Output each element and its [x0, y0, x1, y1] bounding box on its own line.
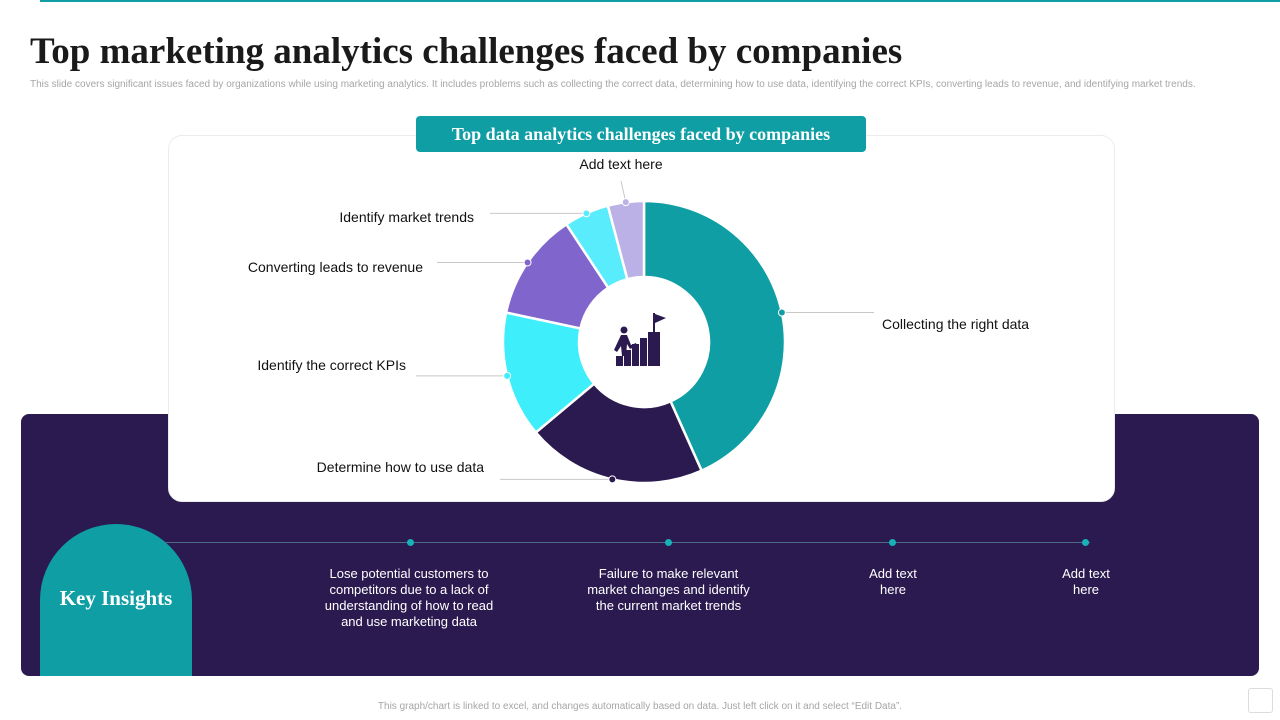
slice-label-4: Converting leads to revenue	[248, 259, 423, 275]
page-title: Top marketing analytics challenges faced…	[30, 31, 903, 72]
insight-text-4: Add text here	[1062, 566, 1110, 597]
slice-marker-3	[503, 371, 512, 380]
footer-note: This graph/chart is linked to excel, and…	[377, 701, 903, 712]
slice-marker-6	[621, 198, 630, 207]
insights-timeline	[165, 542, 1090, 543]
slice-labels: Collecting the right data Determine how t…	[248, 156, 1029, 475]
insight-dot-2	[665, 539, 672, 546]
insight-dot-1	[407, 539, 414, 546]
slice-marker-1	[777, 308, 786, 317]
donut-slice-6[interactable]	[606, 199, 646, 281]
slide-corner-box	[1248, 688, 1273, 713]
slice-marker-5	[582, 209, 591, 218]
insight-dot-3	[889, 539, 896, 546]
page-subtitle: This slide covers significant issues fac…	[30, 79, 1196, 90]
key-insights-heading: Key Insights	[59, 586, 173, 610]
slice-label-5: Identify market trends	[339, 209, 474, 225]
slice-label-3: Identify the correct KPIs	[257, 357, 406, 373]
donut-slices	[501, 199, 787, 485]
donut-slice-1[interactable]	[642, 199, 787, 473]
insight-text-3: Add text here	[869, 566, 917, 597]
slice-label-6: Add text here	[579, 156, 662, 172]
insight-text-1: Lose potential customers to competitors …	[324, 566, 494, 629]
slice-marker-2	[608, 475, 617, 484]
insight-text-2: Failure to make relevant market changes …	[587, 566, 750, 613]
slice-marker-4	[523, 258, 532, 267]
donut-slice-2[interactable]	[534, 381, 704, 485]
chart-title: Top data analytics challenges faced by c…	[416, 116, 866, 152]
top-accent-line	[40, 0, 1280, 2]
insight-dot-4	[1082, 539, 1089, 546]
slice-label-2: Determine how to use data	[317, 459, 485, 475]
slice-label-1: Collecting the right data	[882, 316, 1029, 332]
growth-ladder-icon	[614, 313, 666, 366]
key-insights-badge	[40, 524, 192, 676]
leader-lines	[416, 180, 874, 484]
